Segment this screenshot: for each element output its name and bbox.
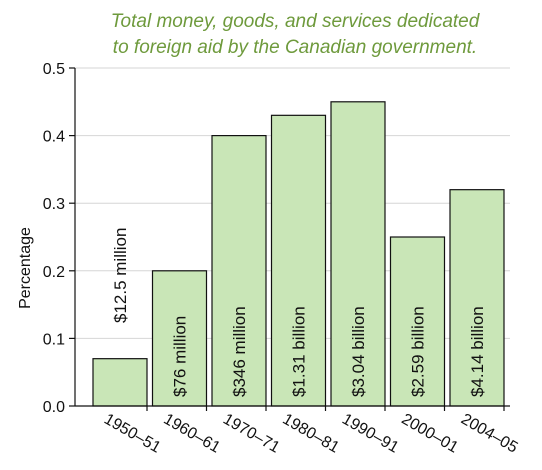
bar-label: $12.5 million (111, 228, 130, 323)
bar (449, 189, 505, 407)
chart-title-line-1: Total money, goods, and services dedicat… (111, 11, 481, 32)
bar (330, 101, 386, 407)
y-axis-label: Percentage (17, 227, 34, 309)
bar-label: $346 million (230, 306, 249, 397)
y-tick-label: 0.4 (43, 129, 65, 146)
bar-label: $76 million (171, 316, 190, 397)
bar (270, 114, 327, 407)
bar-label: $2.59 billion (409, 306, 428, 397)
bar-labels: $12.5 million $76 million $346 million $1.3… (111, 228, 487, 397)
y-tick-label: 0.3 (43, 196, 65, 213)
x-category-label: 2004–05 (458, 411, 521, 457)
chart-title-line-2: to foreign aid by the Canadian governmen… (113, 37, 477, 58)
x-category-label: 1970–71 (220, 411, 283, 457)
y-tick-label: 0.1 (43, 331, 65, 348)
y-tick-label: 0.0 (43, 399, 65, 416)
x-category-label: 1980–81 (280, 411, 343, 457)
y-axis-ticks: 0.0 0.1 0.2 0.3 0.4 0.5 (43, 61, 75, 416)
x-category-label: 1950–51 (101, 411, 164, 457)
x-category-label: 2000–01 (399, 411, 462, 457)
y-tick-label: 0.5 (43, 61, 65, 78)
x-axis-ticks: 1950–511960–611970–711980–811990–912000–… (101, 406, 521, 457)
bar (211, 135, 267, 407)
bar (389, 236, 446, 407)
bar-label: $3.04 billion (349, 306, 368, 397)
x-category-label: 1960–61 (161, 411, 224, 457)
x-category-label: 1990–91 (339, 411, 402, 457)
bar-label: $4.14 billion (468, 306, 487, 397)
y-tick-label: 0.2 (43, 264, 65, 281)
bar (92, 358, 148, 407)
bar-label: $1.31 billion (290, 306, 309, 397)
bars (92, 101, 505, 407)
